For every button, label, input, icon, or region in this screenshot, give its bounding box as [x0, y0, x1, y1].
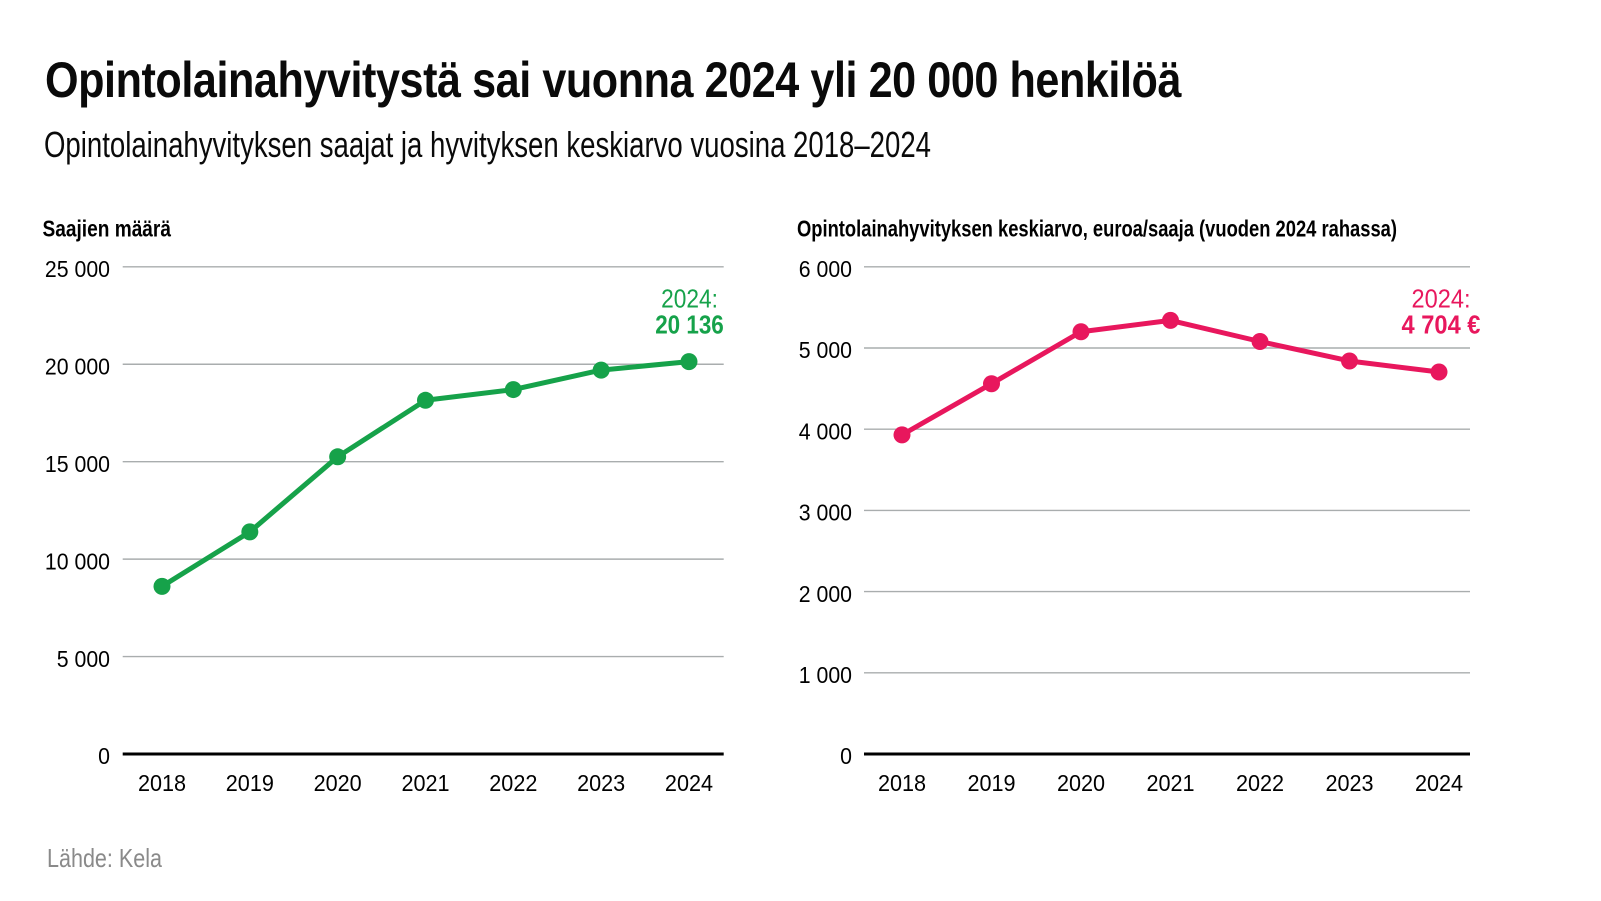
data-point-2020: [1072, 323, 1090, 341]
data-point-2023: [1341, 352, 1358, 370]
y-tick-label: 1 000: [799, 662, 852, 688]
y-tick-label: 0: [840, 743, 852, 769]
x-tick-label: 2020: [1057, 770, 1105, 796]
data-point-2024: [680, 353, 698, 371]
y-tick-label: 6 000: [799, 256, 852, 282]
x-tick-label: 2023: [577, 770, 625, 796]
data-point-2021: [416, 391, 434, 409]
data-point-2019: [241, 523, 259, 541]
x-tick-label: 2018: [138, 770, 186, 796]
data-point-2020: [329, 448, 347, 466]
y-tick-label: 25 000: [45, 256, 110, 282]
data-point-2021: [1162, 311, 1179, 329]
y-tick-label: 10 000: [45, 548, 110, 574]
source-note: Lähde: Kela: [47, 843, 162, 873]
y-tick-label: 3 000: [799, 500, 852, 526]
annotation-value: 20 136: [655, 310, 724, 340]
data-point-2018: [153, 577, 171, 595]
data-point-2024: [1430, 363, 1448, 381]
page-subtitle: Opintolainahyvityksen saajat ja hyvityks…: [44, 124, 931, 165]
x-tick-label: 2019: [226, 770, 274, 796]
y-tick-label: 15 000: [45, 451, 110, 477]
x-tick-label: 2021: [1146, 770, 1194, 796]
data-point-2022: [1251, 333, 1269, 351]
x-tick-label: 2019: [967, 770, 1015, 796]
data-point-2022: [504, 381, 522, 399]
data-point-2019: [983, 375, 1000, 393]
chart-title: Saajien määrä: [43, 216, 172, 242]
page-title: Opintolainahyvitystä sai vuonna 2024 yli…: [45, 52, 1181, 108]
chart-title: Opintolainahyvityksen keskiarvo, euroa/s…: [797, 216, 1397, 242]
annotation-year: 2024:: [661, 284, 718, 314]
y-tick-label: 4 000: [799, 418, 852, 444]
y-tick-label: 0: [98, 743, 110, 769]
y-tick-label: 5 000: [57, 646, 110, 672]
x-tick-label: 2022: [1236, 770, 1284, 796]
y-tick-label: 5 000: [799, 337, 852, 363]
x-tick-label: 2021: [401, 770, 449, 796]
data-point-2018: [893, 426, 911, 444]
x-tick-label: 2018: [878, 770, 926, 796]
x-tick-label: 2020: [314, 770, 362, 796]
y-tick-label: 2 000: [799, 581, 852, 607]
annotation-year: 2024:: [1412, 284, 1471, 314]
x-tick-label: 2024: [665, 770, 713, 796]
series-line: [900, 317, 1440, 438]
x-tick-label: 2024: [1415, 770, 1463, 796]
y-tick-label: 20 000: [45, 353, 110, 379]
annotation-value: 4 704 €: [1402, 310, 1481, 340]
x-tick-label: 2023: [1325, 770, 1373, 796]
data-point-2023: [592, 361, 610, 379]
x-tick-label: 2022: [489, 770, 537, 796]
